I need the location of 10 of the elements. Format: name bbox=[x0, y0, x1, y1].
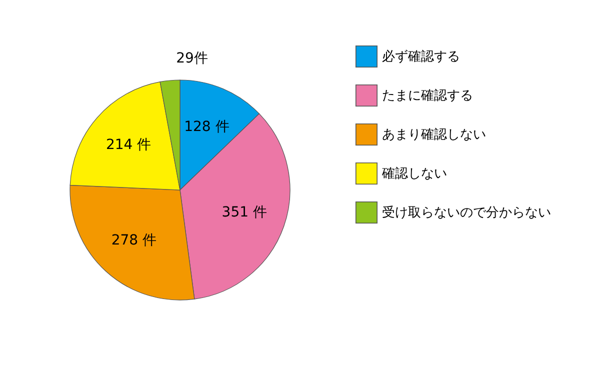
data-label: 351 件 bbox=[222, 204, 267, 220]
data-label: 278 件 bbox=[111, 232, 157, 248]
data-label: 128 件 bbox=[184, 119, 230, 136]
legend-label: たまに確認する bbox=[382, 88, 473, 104]
data-label: 29件 bbox=[176, 50, 208, 67]
legend-label: 確認しない bbox=[381, 166, 447, 182]
data-label: 214 件 bbox=[106, 137, 152, 154]
legend-label: 受け取らないので分からない bbox=[382, 206, 551, 220]
legend-label: あまり確認しない bbox=[382, 128, 486, 142]
legend-label: 必ず確認する bbox=[382, 50, 460, 64]
